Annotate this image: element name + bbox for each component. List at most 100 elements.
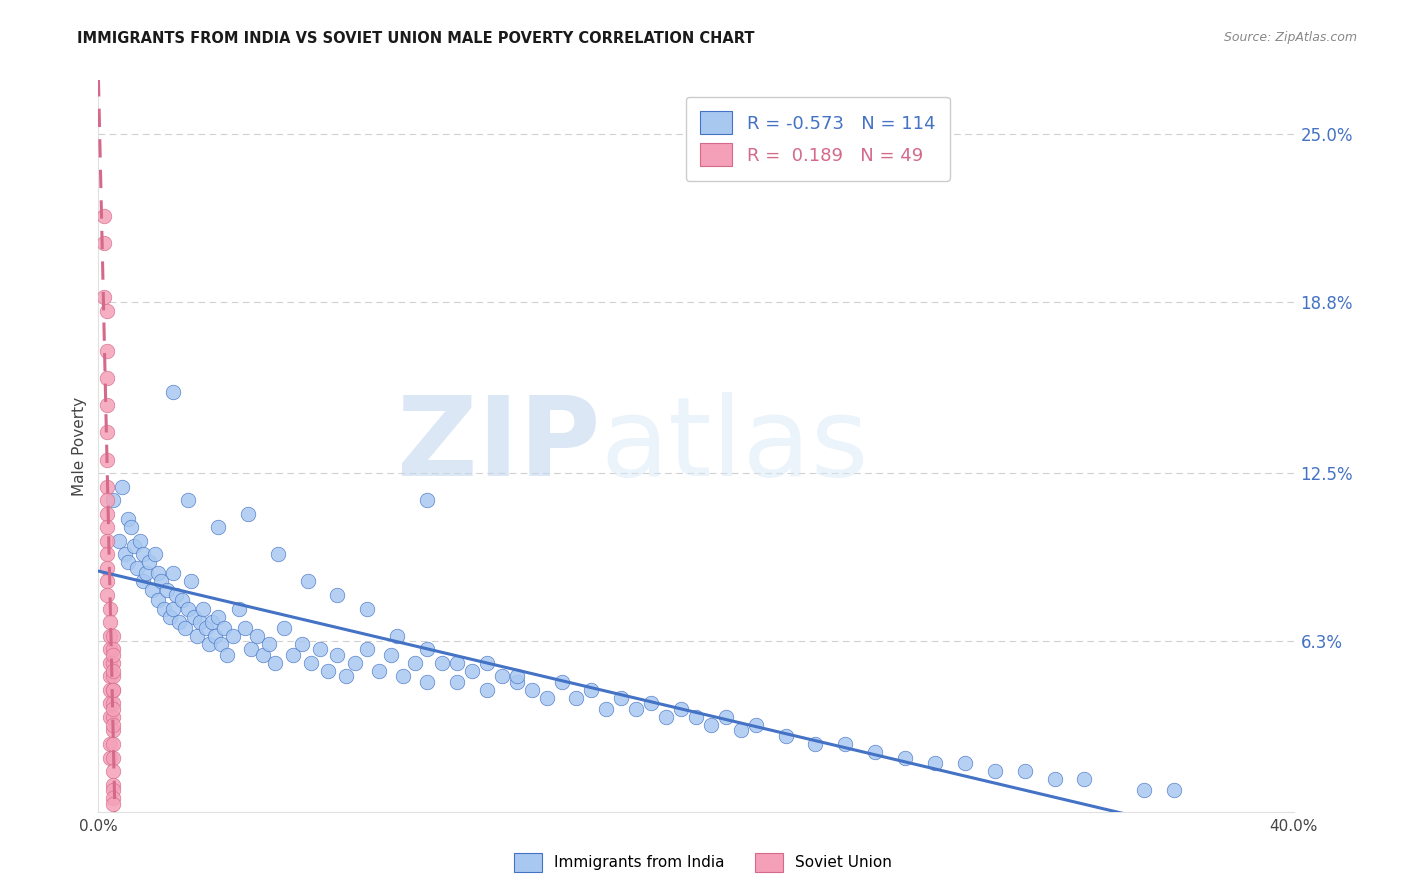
- Point: [461, 664, 484, 678]
- Point: [143, 547, 166, 561]
- Point: [894, 750, 917, 764]
- Point: [198, 637, 221, 651]
- Point: [117, 556, 139, 570]
- Point: [98, 601, 122, 615]
- Point: [124, 539, 146, 553]
- Point: [93, 235, 115, 250]
- Point: [984, 764, 1007, 778]
- Point: [129, 533, 152, 548]
- Point: [233, 620, 256, 634]
- Point: [96, 588, 118, 602]
- Point: [236, 507, 259, 521]
- Point: [506, 669, 529, 683]
- Point: [239, 642, 262, 657]
- Point: [103, 737, 125, 751]
- Point: [209, 637, 232, 651]
- Point: [138, 556, 160, 570]
- Point: [188, 615, 211, 629]
- Point: [98, 656, 122, 670]
- Point: [207, 520, 229, 534]
- Point: [207, 609, 229, 624]
- Point: [98, 750, 122, 764]
- Point: [804, 737, 827, 751]
- Point: [153, 601, 176, 615]
- Point: [103, 710, 125, 724]
- Point: [103, 750, 125, 764]
- Point: [246, 629, 269, 643]
- Point: [385, 629, 409, 643]
- Point: [132, 547, 155, 561]
- Point: [506, 674, 529, 689]
- Point: [98, 629, 122, 643]
- Point: [491, 669, 513, 683]
- Point: [103, 783, 125, 797]
- Point: [148, 566, 170, 581]
- Point: [103, 791, 125, 805]
- Point: [156, 582, 179, 597]
- Point: [96, 425, 118, 440]
- Point: [267, 547, 290, 561]
- Point: [953, 756, 976, 770]
- Point: [581, 682, 603, 697]
- Point: [195, 620, 218, 634]
- Point: [669, 702, 692, 716]
- Point: [1163, 783, 1185, 797]
- Point: [103, 682, 125, 697]
- Point: [326, 648, 349, 662]
- Point: [191, 601, 214, 615]
- Text: ZIP: ZIP: [396, 392, 600, 500]
- Point: [281, 648, 304, 662]
- Point: [103, 702, 125, 716]
- Point: [1014, 764, 1036, 778]
- Point: [297, 574, 319, 589]
- Point: [655, 710, 678, 724]
- Point: [186, 629, 208, 643]
- Point: [263, 656, 285, 670]
- Point: [96, 480, 118, 494]
- Point: [380, 648, 402, 662]
- Point: [93, 209, 115, 223]
- Point: [404, 656, 426, 670]
- Point: [162, 384, 184, 399]
- Point: [416, 642, 439, 657]
- Point: [416, 674, 439, 689]
- Point: [96, 507, 118, 521]
- Point: [177, 493, 200, 508]
- Point: [215, 648, 238, 662]
- Point: [172, 593, 194, 607]
- Point: [924, 756, 946, 770]
- Point: [640, 697, 662, 711]
- Point: [103, 664, 125, 678]
- Point: [96, 452, 118, 467]
- Point: [1133, 783, 1156, 797]
- Point: [180, 574, 202, 589]
- Point: [103, 697, 125, 711]
- Point: [117, 512, 139, 526]
- Point: [98, 615, 122, 629]
- Point: [257, 637, 280, 651]
- Point: [162, 601, 184, 615]
- Point: [108, 533, 131, 548]
- Point: [96, 493, 118, 508]
- Point: [335, 669, 357, 683]
- Point: [714, 710, 737, 724]
- Point: [96, 344, 118, 359]
- Point: [159, 609, 181, 624]
- Point: [103, 656, 125, 670]
- Point: [318, 664, 340, 678]
- Point: [141, 582, 163, 597]
- Point: [475, 682, 498, 697]
- Point: [344, 656, 367, 670]
- Point: [96, 533, 118, 548]
- Point: [98, 682, 122, 697]
- Point: [368, 664, 391, 678]
- Point: [103, 648, 125, 662]
- Point: [183, 609, 205, 624]
- Point: [103, 718, 125, 732]
- Y-axis label: Male Poverty: Male Poverty: [72, 396, 87, 496]
- Point: [730, 723, 752, 738]
- Point: [446, 656, 468, 670]
- Point: [291, 637, 314, 651]
- Point: [204, 629, 226, 643]
- Point: [96, 547, 118, 561]
